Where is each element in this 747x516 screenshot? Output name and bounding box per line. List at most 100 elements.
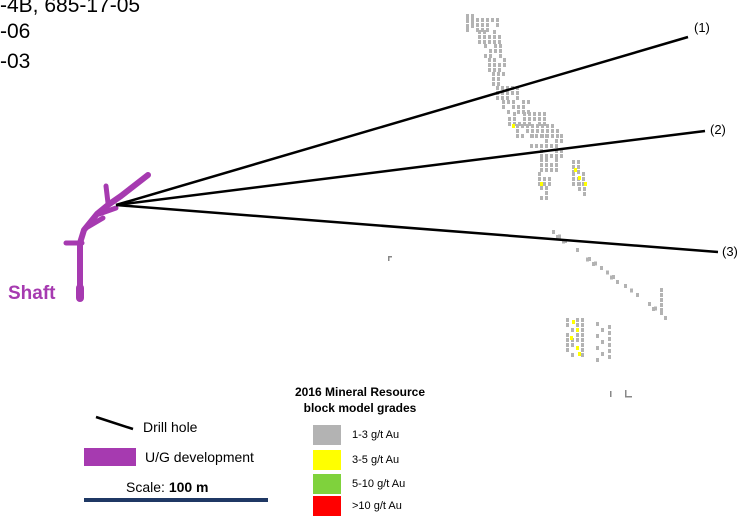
grade-block: [577, 170, 580, 174]
grade-block: [545, 144, 548, 148]
grade-block: [523, 112, 526, 116]
grade-block: [484, 44, 487, 48]
grade-block: [496, 18, 499, 22]
grade-block: [535, 134, 538, 138]
grade-block: [577, 165, 580, 169]
grade-block: [508, 122, 511, 126]
grade-block: [555, 163, 558, 167]
grade-block: [543, 112, 546, 116]
grade-block: [538, 117, 541, 121]
drill-hole-3-label: (3): [722, 244, 738, 259]
grade-block: [533, 112, 536, 116]
grade-swatch-4: [313, 496, 341, 516]
grade-block: [540, 158, 543, 162]
grade-block: [566, 343, 569, 347]
grade-block: [582, 172, 585, 176]
grade-block: [596, 358, 599, 362]
grade-block: [546, 124, 549, 128]
grade-block: [516, 129, 519, 133]
shaft-label: Shaft: [8, 283, 56, 304]
legend-ug-development-label: U/G development: [145, 449, 254, 465]
grade-block: [660, 298, 663, 302]
grade-block: [493, 63, 496, 67]
grade-block: [648, 302, 651, 306]
grade-block: [586, 257, 589, 262]
grade-block: [545, 134, 548, 138]
grade-block: [545, 191, 548, 195]
grade-block: [584, 182, 587, 186]
grade-block: [601, 328, 604, 332]
grade-block: [523, 122, 526, 126]
grade-block: [516, 124, 519, 128]
grade-block: [610, 275, 613, 280]
grade-block: [478, 40, 481, 44]
grade-block: [538, 177, 541, 181]
grade-block: [541, 124, 544, 128]
grade-label-2: 3-5 g/t Au: [352, 454, 400, 466]
ug-drift-upper: [77, 172, 151, 297]
grade-block: [624, 284, 627, 288]
header-line-2: -06: [0, 20, 31, 43]
grade-block: [502, 105, 505, 109]
grade-block: [548, 182, 551, 186]
grade-block: [496, 23, 499, 27]
grade-block: [566, 338, 569, 342]
grade-block: [588, 257, 591, 261]
grade-block: [498, 35, 501, 39]
grade-block: [592, 262, 595, 266]
grade-block: [527, 100, 530, 104]
grade-block: [540, 154, 543, 158]
grade-block: [517, 105, 520, 109]
grade-block: [555, 168, 558, 172]
grade-block: [499, 49, 502, 53]
scale-bar: [84, 498, 268, 502]
grade-block: [493, 68, 496, 72]
grade-block: [528, 122, 531, 126]
scale-value: 100 m: [168, 479, 209, 495]
grade-block: [660, 303, 663, 307]
grade-block: [612, 275, 615, 279]
grade-block: [570, 336, 573, 340]
grade-block: [507, 100, 510, 104]
grade-block: [566, 318, 569, 322]
grade-block: [507, 110, 510, 114]
ug-short-spur: [103, 183, 111, 206]
grade-block: [601, 352, 604, 356]
block-model-blocks: [466, 14, 667, 362]
grade-block: [551, 124, 554, 128]
grade-block: [596, 346, 599, 350]
grade-block: [484, 54, 487, 58]
grade-block: [478, 30, 481, 34]
grade-block: [606, 270, 609, 275]
grade-block: [572, 160, 575, 164]
grade-block: [571, 343, 574, 347]
grade-block: [652, 307, 655, 311]
grade-block: [506, 91, 509, 95]
grade-block: [550, 154, 553, 158]
grade-block: [545, 163, 548, 167]
grade-block: [540, 186, 543, 190]
grade-block: [522, 105, 525, 109]
grade-block: [576, 346, 579, 350]
grade-block: [513, 117, 516, 121]
grade-block: [555, 158, 558, 162]
grade-block: [466, 28, 469, 32]
grade-block: [481, 23, 484, 27]
grade-block: [616, 280, 619, 284]
grade-block: [608, 349, 611, 353]
drill-hole-2-label: (2): [710, 122, 726, 137]
grade-block: [545, 196, 548, 200]
legend-ug-swatch: [84, 448, 136, 466]
grade-block: [476, 23, 479, 27]
stray-marks: [388, 256, 632, 398]
grade-block: [538, 122, 541, 126]
grade-swatch-3: [313, 474, 341, 494]
grade-block: [521, 124, 524, 128]
drill-hole-3: [115, 203, 719, 254]
grade-block: [543, 182, 546, 186]
grade-block: [518, 122, 521, 126]
grade-block: [497, 82, 500, 86]
grade-block: [576, 333, 579, 337]
grade-block: [523, 117, 526, 121]
